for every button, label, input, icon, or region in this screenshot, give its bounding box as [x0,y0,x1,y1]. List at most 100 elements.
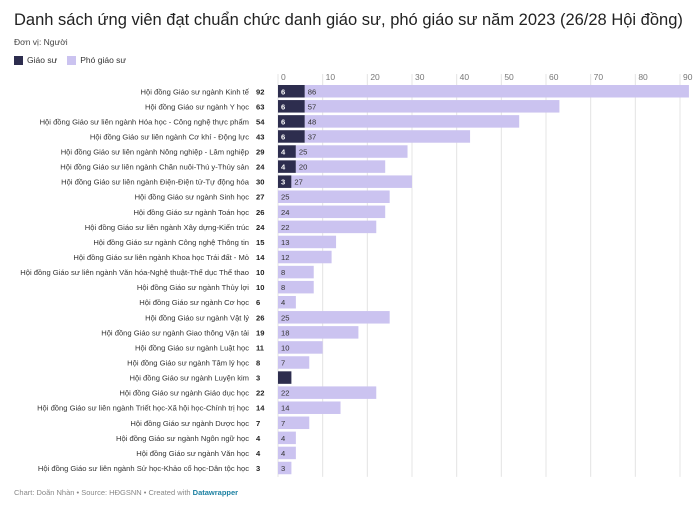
bar-chart: 0 10 20 30 40 50 60 70 80 90Hội đồng Giáo sư ngàn… [0,0,700,516]
category-label: Hội đồng Giáo sư ngành Luật học [135,343,249,352]
category-label: Hội đồng Giáo sư liên ngành Xây dựng-Kiế… [85,223,249,232]
category-label: Hội đồng Giáo sư ngành Sinh học [135,193,250,202]
bar-label-pho-giao-su: 12 [281,253,289,262]
total-label: 54 [256,117,265,126]
category-label: Hội đồng Giáo sư liên ngành Chăn nuôi-Th… [60,163,249,172]
bar-label-giao-su: 6 [281,117,285,126]
chart-footer: Chart: Doãn Nhàn • Source: HĐGSNN • Crea… [14,488,238,497]
total-label: 24 [256,223,265,232]
bar-label-pho-giao-su: 4 [281,434,285,443]
bar-label-pho-giao-su: 18 [281,328,289,337]
total-label: 43 [256,132,264,141]
total-label: 11 [256,343,265,352]
bar-label-pho-giao-su: 25 [281,313,289,322]
bar-label-giao-su: 6 [281,132,285,141]
bar-label-pho-giao-su: 86 [308,87,316,96]
total-label: 10 [256,283,264,292]
bar-label-pho-giao-su: 7 [281,359,285,368]
total-label: 15 [256,238,265,247]
bar-label-pho-giao-su: 8 [281,283,285,292]
category-label: Hội đồng Giáo sư liên ngành Khoa học Trá… [73,253,249,262]
total-label: 8 [256,359,260,368]
bar-pho-giao-su [278,311,390,324]
total-label: 29 [256,148,264,157]
bar-pho-giao-su [278,221,376,234]
total-label: 27 [256,193,264,202]
bar-pho-giao-su [296,145,408,158]
bar-label-pho-giao-su: 25 [299,148,307,157]
category-label: Hội đồng Giáo sư ngành Kinh tế [140,87,249,96]
category-label: Hội đồng Giáo sư ngành Cơ học [139,298,249,307]
x-tick-label: 0 [281,72,286,82]
total-label: 4 [256,434,261,443]
bar-pho-giao-su [278,326,358,339]
bar-label-pho-giao-su: 14 [281,404,289,413]
category-label: Hội đồng Giáo sư liên ngành Cơ khí - Độn… [90,132,249,141]
bar-label-giao-su: 6 [281,87,285,96]
x-tick-label: 70 [594,72,604,82]
bar-label-pho-giao-su: 48 [308,117,316,126]
bar-label-pho-giao-su: 4 [281,298,285,307]
bar-pho-giao-su [305,85,689,98]
x-tick-label: 40 [460,72,470,82]
total-label: 26 [256,313,264,322]
category-label: Hội đồng Giáo sư ngành Vật lý [145,313,249,322]
category-label: Hội đồng Giáo sư ngành Công nghệ Thông t… [93,238,249,247]
bar-label-pho-giao-su: 22 [281,389,289,398]
bar-pho-giao-su [291,175,412,188]
footer-brand-link[interactable]: Datawrapper [193,488,238,497]
total-label: 14 [256,404,265,413]
total-label: 30 [256,178,264,187]
bar-label-giao-su: 3 [281,178,285,187]
x-tick-label: 80 [638,72,648,82]
bar-pho-giao-su [305,100,560,113]
total-label: 4 [256,449,261,458]
total-label: 24 [256,163,265,172]
total-label: 22 [256,389,264,398]
category-label: Hội đồng Giáo sư liên ngành Sử học-Khảo … [38,464,249,473]
bar-label-pho-giao-su: 3 [281,464,285,473]
bar-label-pho-giao-su: 10 [281,343,289,352]
category-label: Hội đồng Giáo sư ngành Thủy lợi [137,283,249,292]
bar-pho-giao-su [296,160,385,173]
total-label: 3 [256,464,260,473]
bar-label-pho-giao-su: 25 [281,193,289,202]
category-label: Hội đồng Giáo sư liên ngành Triết học-Xã… [37,404,249,413]
bar-label-pho-giao-su: 24 [281,208,289,217]
bar-pho-giao-su [305,130,470,143]
category-label: Hội đồng Giáo sư ngành Giáo dục học [119,389,249,398]
total-label: 14 [256,253,265,262]
x-tick-label: 60 [549,72,559,82]
total-label: 19 [256,328,264,337]
category-label: Hội đồng Giáo sư liên ngành Điện-Điện tử… [61,178,250,187]
bar-pho-giao-su [278,386,376,399]
category-label: Hội đồng Giáo sư ngành Dược học [130,419,249,428]
category-label: Hội đồng Giáo sư liên ngành Văn hóa-Nghệ… [20,268,249,277]
category-label: Hội đồng Giáo sư ngành Văn học [136,449,249,458]
category-label: Hội đồng Giáo sư ngành Toán học [133,208,249,217]
bar-label-pho-giao-su: 27 [294,178,302,187]
total-label: 63 [256,102,264,111]
category-label: Hội đồng Giáo sư ngành Ngôn ngữ học [116,434,249,443]
bar-label-pho-giao-su: 57 [308,102,316,111]
category-label: Hội đồng Giáo sư ngành Y học [145,102,249,111]
total-label: 6 [256,298,260,307]
category-label: Hội đồng Giáo sư ngành Tâm lý học [127,359,249,368]
bar-label-pho-giao-su: 22 [281,223,289,232]
total-label: 3 [256,374,260,383]
bar-label-pho-giao-su: 13 [281,238,289,247]
bar-pho-giao-su [278,206,385,219]
x-tick-label: 20 [370,72,380,82]
total-label: 92 [256,87,264,96]
x-tick-label: 90 [683,72,693,82]
bar-label-pho-giao-su: 7 [281,419,285,428]
category-label: Hội đồng Giáo sư liên ngành Hóa học - Cô… [40,117,249,126]
total-label: 26 [256,208,264,217]
bar-total-stub [278,371,291,384]
category-label: Hội đồng Giáo sư liên ngành Nông nghiệp … [61,148,249,157]
bar-label-giao-su: 6 [281,102,285,111]
bar-label-pho-giao-su: 37 [308,132,316,141]
total-label: 10 [256,268,264,277]
x-tick-label: 10 [326,72,336,82]
total-label: 7 [256,419,260,428]
